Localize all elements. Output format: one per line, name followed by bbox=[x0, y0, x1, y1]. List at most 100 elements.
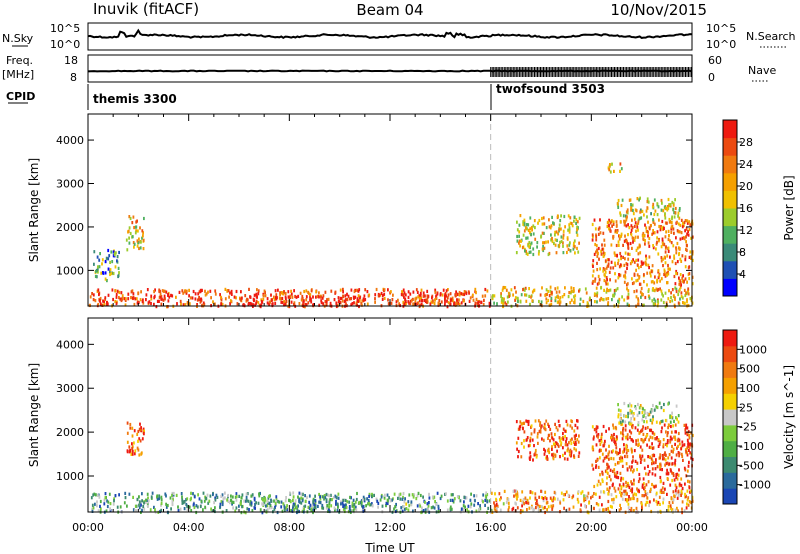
echo-cell bbox=[529, 451, 532, 455]
echo-cell bbox=[552, 504, 555, 508]
echo-cell bbox=[622, 214, 625, 218]
echo-cell bbox=[221, 500, 224, 504]
colorbar-segment bbox=[723, 424, 737, 442]
echo-cell bbox=[652, 202, 655, 206]
echo-cell bbox=[557, 444, 560, 448]
echo-cell bbox=[481, 294, 484, 298]
echo-cell bbox=[678, 484, 681, 488]
echo-cell bbox=[679, 285, 682, 289]
echo-cell bbox=[643, 420, 645, 424]
echo-cell bbox=[431, 495, 434, 499]
echo-cell bbox=[654, 275, 656, 279]
echo-cell bbox=[609, 468, 612, 472]
echo-cell bbox=[680, 493, 682, 497]
echo-cell bbox=[449, 302, 452, 306]
echo-cell bbox=[536, 435, 539, 439]
echo-cell bbox=[268, 302, 271, 306]
echo-cell bbox=[164, 492, 167, 496]
echo-cell bbox=[404, 299, 407, 303]
echo-cell bbox=[621, 459, 624, 463]
echo-cell bbox=[550, 296, 553, 300]
echo-cell bbox=[672, 424, 674, 428]
echo-cell bbox=[556, 449, 558, 453]
echo-cell bbox=[673, 419, 675, 423]
echo-cell bbox=[679, 257, 682, 261]
echo-cell bbox=[614, 229, 617, 233]
echo-cell bbox=[128, 215, 131, 219]
echo-cell bbox=[435, 502, 438, 506]
echo-cell bbox=[102, 271, 105, 275]
echo-cell bbox=[271, 302, 274, 306]
colorbar-tick-label: -500 bbox=[739, 459, 764, 472]
echo-cell bbox=[551, 436, 554, 440]
echo-cell bbox=[578, 451, 581, 455]
echo-cell bbox=[342, 504, 344, 508]
echo-cell bbox=[344, 294, 347, 298]
echo-cell bbox=[550, 233, 552, 237]
echo-cell bbox=[254, 303, 256, 307]
echo-cell bbox=[534, 492, 537, 496]
echo-cell bbox=[639, 282, 642, 286]
echo-cell bbox=[628, 429, 631, 433]
echo-cell bbox=[637, 402, 639, 407]
echo-cell bbox=[445, 289, 448, 293]
echo-cell bbox=[671, 500, 674, 504]
echo-cell bbox=[612, 234, 615, 239]
echo-cell bbox=[620, 476, 623, 480]
echo-cell bbox=[573, 454, 575, 458]
echo-cell bbox=[523, 221, 526, 225]
echo-cell bbox=[689, 490, 691, 494]
echo-cell bbox=[595, 425, 598, 429]
echo-cell bbox=[99, 504, 101, 508]
echo-cell bbox=[554, 233, 556, 237]
echo-cell bbox=[658, 442, 661, 446]
echo-cell bbox=[659, 502, 661, 506]
echo-cell bbox=[515, 441, 518, 445]
echo-cell bbox=[591, 222, 594, 227]
echo-cell bbox=[397, 298, 399, 302]
colorbar-tick-label: 16 bbox=[739, 202, 753, 215]
echo-cell bbox=[93, 262, 95, 266]
echo-cell bbox=[630, 208, 632, 212]
echo-cell bbox=[168, 295, 171, 299]
echo-cell bbox=[628, 495, 630, 499]
echo-cell bbox=[403, 500, 406, 504]
echo-cell bbox=[606, 224, 609, 229]
echo-cell bbox=[577, 500, 580, 504]
echo-cell bbox=[662, 497, 665, 501]
echo-cell bbox=[291, 509, 294, 513]
echo-cell bbox=[308, 500, 311, 504]
echo-cell bbox=[521, 504, 523, 508]
echo-cell bbox=[558, 223, 561, 227]
echo-cell bbox=[600, 448, 602, 452]
echo-cell bbox=[129, 422, 132, 427]
echo-cell bbox=[658, 401, 661, 405]
echo-cell bbox=[617, 487, 620, 491]
echo-cell bbox=[591, 445, 594, 449]
echo-cell bbox=[255, 295, 258, 299]
echo-cell bbox=[542, 438, 545, 442]
echo-cell bbox=[92, 506, 95, 510]
cpid-segment-2: twofsound 3503 bbox=[496, 82, 605, 96]
echo-cell bbox=[612, 501, 615, 505]
colorbar-frame bbox=[722, 329, 738, 505]
echo-cell bbox=[113, 252, 116, 256]
echo-cell bbox=[629, 435, 631, 439]
echo-cell bbox=[572, 494, 575, 498]
echo-cell bbox=[677, 414, 680, 418]
echo-cell bbox=[571, 437, 573, 441]
echo-cell bbox=[346, 298, 349, 302]
echo-cell bbox=[676, 446, 678, 450]
echo-cell bbox=[625, 210, 628, 214]
echo-cell bbox=[559, 455, 561, 459]
echo-cell bbox=[631, 496, 634, 501]
echo-cell bbox=[533, 428, 536, 432]
echo-cell bbox=[97, 270, 99, 274]
echo-cell bbox=[463, 500, 465, 504]
echo-cell bbox=[549, 496, 552, 500]
echo-cell bbox=[667, 229, 670, 233]
echo-cell bbox=[545, 497, 548, 501]
echo-cell bbox=[193, 502, 195, 506]
echo-cell bbox=[541, 231, 544, 235]
echo-cell bbox=[103, 502, 106, 506]
